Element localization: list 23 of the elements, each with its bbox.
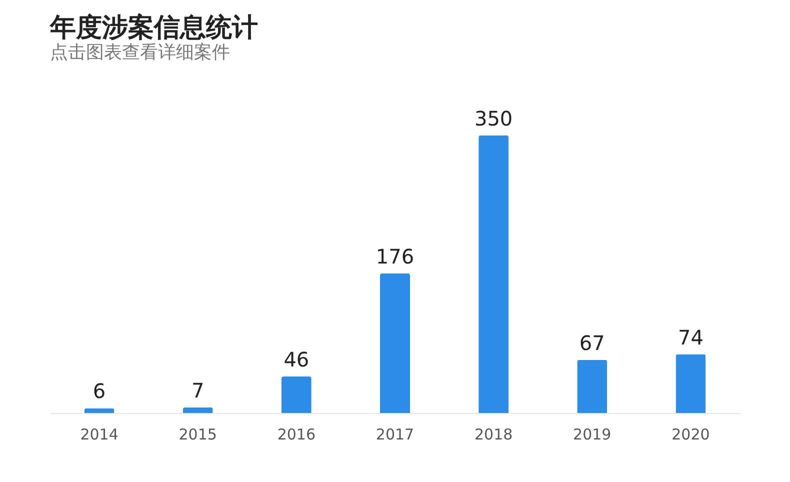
data-label: 46	[284, 348, 310, 372]
x-tick-label: 2015	[178, 426, 217, 444]
x-tick-label: 2020	[672, 426, 710, 444]
chart-subtitle: 点击图表查看详细案件	[50, 42, 230, 63]
chart-title: 年度涉案信息统计	[49, 13, 258, 43]
x-tick-label: 2018	[474, 426, 513, 444]
bar	[84, 408, 114, 413]
data-label: 67	[579, 330, 605, 355]
bar	[380, 273, 410, 413]
bar	[577, 360, 608, 413]
data-label: 350	[474, 106, 513, 130]
data-label: 74	[678, 325, 704, 350]
data-label: 7	[191, 378, 204, 402]
bar	[281, 376, 312, 413]
bar	[478, 135, 509, 413]
x-tick-label: 2019	[573, 426, 612, 444]
x-tick-label: 2016	[277, 426, 316, 444]
data-label: 6	[92, 379, 106, 404]
bar	[182, 407, 213, 413]
data-label: 176	[376, 244, 414, 268]
x-tick-label: 2014	[80, 426, 118, 444]
x-tick-label: 2017	[376, 426, 414, 444]
bar	[676, 354, 706, 413]
